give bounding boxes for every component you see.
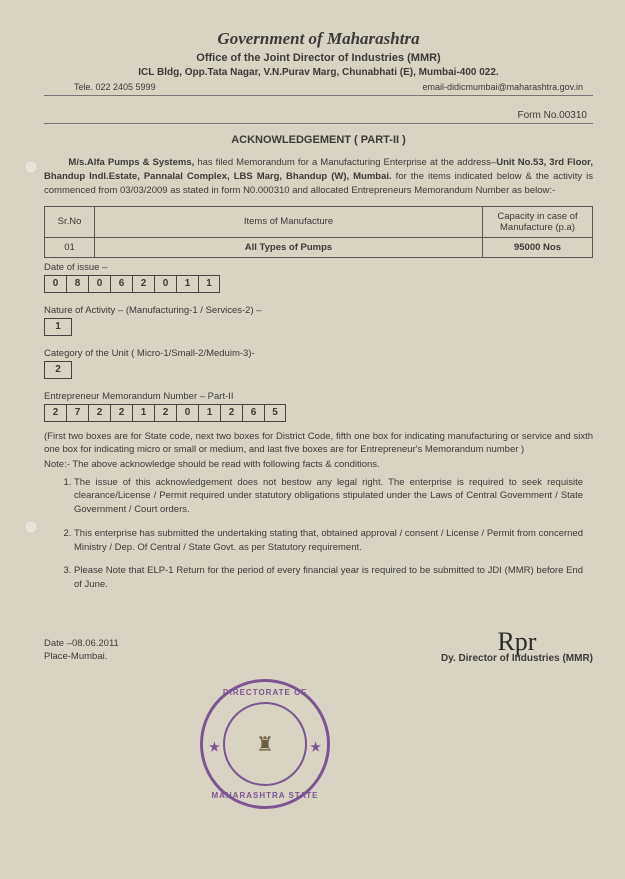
official-seal: DIRECTORATE OF ★ ★ ♜ MAHARASHTRA STATE: [200, 679, 330, 809]
company-name: M/s.Alfa Pumps & Systems,: [68, 157, 194, 168]
note-item: This enterprise has submitted the undert…: [74, 527, 593, 555]
nature-value: 1: [44, 318, 72, 336]
em-label: Entrepreneur Memorandum Number – Part-II: [44, 391, 593, 402]
punch-hole: [24, 160, 38, 174]
items-table: Sr.No Items of Manufacture Capacity in c…: [44, 206, 593, 258]
col-items: Items of Manufacture: [95, 206, 483, 237]
em-number-boxes: 2 7 2 2 1 2 0 1 2 6 5: [44, 404, 593, 422]
form-number: Form No.00310: [44, 110, 593, 124]
office-address: ICL Bldg, Opp.Tata Nagar, V.N.Purav Marg…: [44, 66, 593, 80]
category-label: Category of the Unit ( Micro-1/Small-2/M…: [44, 348, 593, 359]
date-of-issue-boxes: 0 8 0 6 2 0 1 1: [44, 275, 593, 293]
signatory-title: Dy. Director of Industries (MMR): [441, 653, 593, 664]
col-capacity: Capacity in case of Manufacture (p.a): [483, 206, 593, 237]
col-srno: Sr.No: [45, 206, 95, 237]
box-explanation: (First two boxes are for State code, nex…: [44, 430, 593, 457]
note-item: Please Note that ELP-1 Return for the pe…: [74, 564, 593, 592]
note-item: The issue of this acknowledgement does n…: [74, 476, 593, 517]
intro-paragraph: M/s.Alfa Pumps & Systems, has filed Memo…: [44, 156, 593, 197]
gov-title: Government of Maharashtra: [44, 28, 593, 51]
telephone: Tele. 022 2405 5999: [74, 81, 156, 93]
punch-hole: [24, 520, 38, 534]
nature-label: Nature of Activity – (Manufacturing-1 / …: [44, 305, 593, 316]
letterhead: Government of Maharashtra Office of the …: [44, 28, 593, 96]
office-name: Office of the Joint Director of Industri…: [44, 51, 593, 66]
footer-date: Date –08.06.2011: [44, 637, 119, 650]
table-row: 01 All Types of Pumps 95000 Nos: [45, 237, 593, 257]
email: email-didicmumbai@maharashtra.gov.in: [422, 81, 583, 93]
emblem-icon: ♜: [256, 732, 274, 757]
category-value: 2: [44, 361, 72, 379]
signature: Rpr: [441, 632, 593, 653]
notes-list: The issue of this acknowledgement does n…: [74, 476, 593, 592]
footer-place: Place-Mumbai.: [44, 650, 119, 663]
footer: Date –08.06.2011 Place-Mumbai. Rpr Dy. D…: [44, 632, 593, 664]
page-title: ACKNOWLEDGEMENT ( PART-II ): [44, 134, 593, 146]
note-intro: Note:- The above acknowledge should be r…: [44, 458, 593, 471]
date-of-issue-label: Date of issue –: [44, 262, 593, 273]
